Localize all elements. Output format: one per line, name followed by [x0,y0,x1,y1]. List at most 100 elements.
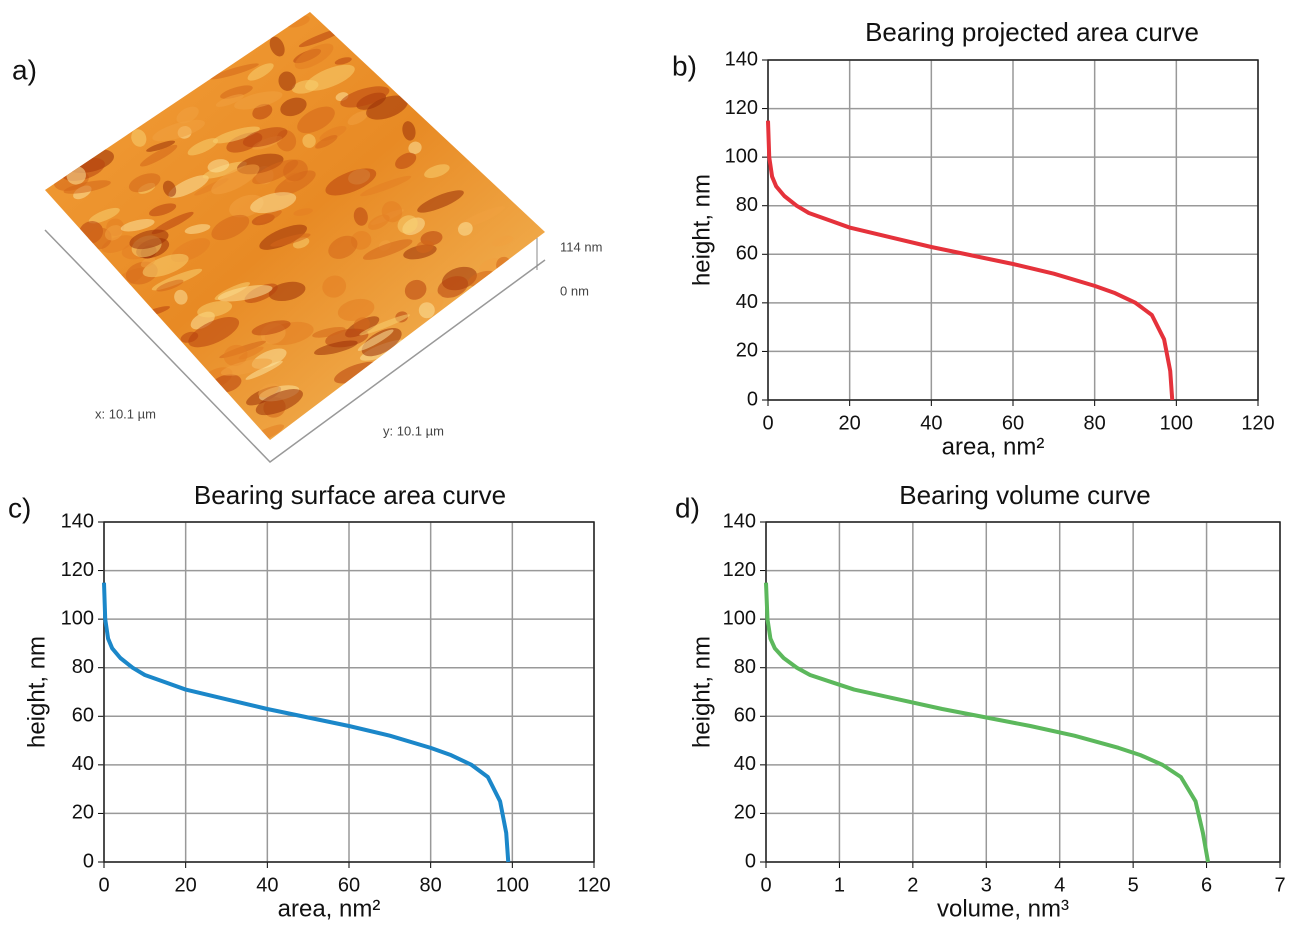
texture [255,209,282,224]
texture [245,360,283,380]
texture [255,389,303,416]
texture [120,219,155,232]
texture [415,240,434,253]
y-size-label: y: 10.1 µm [383,423,444,438]
texture [88,207,120,224]
x-axis-label: volume, nm³ [937,895,1069,922]
afm-image: a) 114 nm 0 nm x: 10.1 µm y: 10.1 µm [12,12,602,463]
texture [220,85,253,99]
y-tick-label: 120 [725,97,758,119]
x-tick-label: 100 [1160,412,1193,434]
texture [322,275,347,298]
texture [211,164,260,195]
y-tick-label: 60 [72,705,94,727]
texture [408,141,422,155]
y-tick-label: 0 [747,388,758,410]
texture [457,221,473,236]
y-axis-label: height, nm [688,174,715,286]
texture [129,229,169,250]
y-tick-label: 60 [734,705,756,727]
texture [247,63,274,81]
x-tick-label: 80 [420,874,442,896]
y-tick-label: 60 [736,243,758,265]
texture [188,317,240,348]
texture [269,36,285,57]
texture [353,317,370,332]
texture [104,225,123,241]
chart-title: Bearing volume curve [899,480,1150,510]
x-tick-label: 20 [175,874,197,896]
texture [251,320,291,336]
texture [319,125,347,141]
texture [101,235,134,253]
texture [207,159,230,173]
texture [305,64,355,91]
texture [63,180,111,194]
panel-label: c) [8,492,31,523]
x-tick-label: 80 [1084,412,1106,434]
texture [176,106,199,124]
texture [252,159,299,185]
texture [152,119,205,142]
texture [347,110,369,126]
texture [274,170,316,196]
texture [294,43,334,70]
y-tick-label: 40 [734,753,756,775]
panel-label: b) [672,50,697,81]
texture [215,94,244,107]
x-tick-label: 0 [760,874,771,896]
x-tick-label: 4 [1054,874,1065,896]
texture [268,281,306,302]
texture [238,346,264,360]
x-tick-label: 100 [496,874,529,896]
data-line [766,120,1175,401]
x-tick-label: 3 [981,874,992,896]
texture [242,127,288,148]
y-tick-label: 100 [725,145,758,167]
x-tick-label: 1 [834,874,845,896]
texture [402,121,416,141]
chart: b) Bearing projected area curve 0 20 40 60 80 1… [672,17,1275,460]
texture [353,207,368,226]
plot-frame [767,59,1259,401]
x-tick-label: 7 [1274,874,1285,896]
x-tick-label: 120 [577,874,610,896]
x-axis-label: area, nm² [942,433,1045,460]
texture [184,224,211,234]
texture [174,289,188,305]
texture [293,208,313,216]
texture [418,302,435,319]
plot-frame [103,521,595,863]
x-tick-label: 6 [1201,874,1212,896]
texture [491,235,514,247]
x-axis-label: area, nm² [278,895,381,922]
texture [404,279,427,300]
texture [156,279,184,292]
texture [259,224,307,250]
texture [142,253,189,278]
texture [151,211,194,235]
texture [180,331,199,343]
texture [357,329,394,351]
texture [140,257,156,268]
texture [250,192,297,214]
y-tick-label: 80 [734,656,756,678]
texture [128,173,161,193]
x-tick-label: 2 [907,874,918,896]
texture [340,86,390,108]
texture [359,314,410,336]
y-tick-label: 80 [72,656,94,678]
texture [302,134,316,148]
texture [366,95,408,120]
y-tick-label: 40 [72,753,94,775]
chart: c) Bearing surface area curve 0 20 40 60 80 100… [8,480,611,922]
y-tick-label: 20 [72,802,94,824]
y-tick-label: 100 [61,607,94,629]
texture [312,326,346,338]
texture [328,235,358,259]
texture [139,144,178,167]
data-line [102,582,511,863]
y-tick-label: 20 [736,340,758,362]
texture [280,97,307,117]
